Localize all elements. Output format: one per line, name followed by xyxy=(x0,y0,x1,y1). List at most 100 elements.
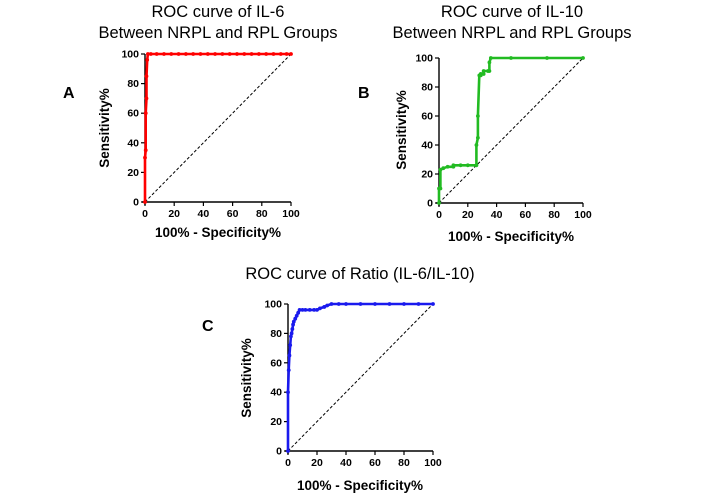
chart-c-point-14 xyxy=(300,307,305,312)
chart-c-point-10 xyxy=(293,316,298,321)
chart-c-point-18 xyxy=(315,307,319,312)
chart-a-x-tick-label-0: 0 xyxy=(142,208,148,220)
chart-a-point-9 xyxy=(154,52,159,56)
chart-b-y-tick-label-0: 0 xyxy=(427,198,433,210)
chart-a-title-line-2: Between NRPL and RPL Groups xyxy=(98,24,337,42)
chart-c-point-9 xyxy=(291,319,296,324)
chart-c-x-tick-label-1: 20 xyxy=(311,457,323,469)
chart-b-title-line-2: Between NRPL and RPL Groups xyxy=(392,24,631,42)
chart-c-x-tick-label-3: 60 xyxy=(369,457,381,469)
chart-c-point-7 xyxy=(290,327,295,331)
chart-b-x-tick-label-2: 40 xyxy=(491,209,503,221)
chart-a-y-tick-label-5: 100 xyxy=(121,49,139,61)
chart-b-y-tick-label-5: 100 xyxy=(415,53,433,65)
chart-b-y-tick-label-4: 80 xyxy=(421,82,433,94)
chart-a-point-22 xyxy=(249,52,254,56)
chart-b-x-axis-label: 100% - Specificity% xyxy=(448,229,574,244)
chart-b-x-tick-label-0: 0 xyxy=(436,209,442,221)
chart-c-point-30 xyxy=(431,302,435,306)
chart-c-point-0 xyxy=(286,449,290,453)
chart-b-point-4 xyxy=(441,166,446,171)
chart-a-point-20 xyxy=(235,52,239,56)
chart-c-x-tick-label-0: 0 xyxy=(285,457,291,469)
chart-a-point-4 xyxy=(144,96,149,101)
chart-c-point-21 xyxy=(325,303,330,308)
chart-a-point-17 xyxy=(213,52,217,56)
chart-c-point-1 xyxy=(286,390,290,395)
chart-c-y-tick-label-4: 80 xyxy=(270,328,282,340)
chart-c-y-axis-label: Sensitivity% xyxy=(239,338,254,418)
chart-b-y-tick-label-2: 40 xyxy=(421,140,433,152)
chart-c-title: ROC curve of Ratio (IL-6/IL-10) xyxy=(245,265,474,283)
chart-b-point-3 xyxy=(438,167,443,172)
chart-a-panel-label: A xyxy=(63,85,75,102)
chart-b-title-line-1: ROC curve of IL-10 xyxy=(441,3,583,21)
chart-c-y-tick-label-3: 60 xyxy=(270,357,282,369)
chart-a-point-16 xyxy=(205,52,210,56)
chart-c-point-22 xyxy=(329,302,334,306)
chart-b-x-tick-label-4: 80 xyxy=(548,209,560,221)
chart-c-x-tick-label-4: 80 xyxy=(398,457,410,469)
chart-b: ROC curve of IL-10 Between NRPL and RPL … xyxy=(358,3,632,244)
chart-a-point-5 xyxy=(144,74,149,79)
chart-a-point-13 xyxy=(183,52,188,56)
chart-b-point-23 xyxy=(509,56,513,60)
chart-c-point-16 xyxy=(307,307,312,312)
chart-c: ROC curve of Ratio (IL-6/IL-10) C 100% -… xyxy=(202,265,475,493)
chart-b-point-21 xyxy=(487,60,492,65)
chart-c-point-12 xyxy=(296,310,301,315)
chart-b-point-24 xyxy=(545,56,549,60)
chart-c-x-axis-label: 100% - Specificity% xyxy=(297,478,423,493)
chart-a-x-tick-label-1: 20 xyxy=(168,208,180,220)
chart-c-point-26 xyxy=(373,302,377,306)
chart-b-point-12 xyxy=(475,135,480,140)
chart-a-point-27 xyxy=(284,52,289,56)
chart-a-point-21 xyxy=(242,52,247,56)
chart-c-point-3 xyxy=(287,353,292,358)
chart-c-panel-label: C xyxy=(202,318,214,335)
chart-a-point-0 xyxy=(143,200,147,204)
chart-a-x-tick-label-3: 60 xyxy=(227,208,239,220)
chart-c-point-5 xyxy=(289,334,293,339)
chart-b-point-17 xyxy=(481,72,486,76)
chart-c-point-19 xyxy=(318,306,322,311)
chart-b-x-tick-label-5: 100 xyxy=(574,209,592,221)
chart-a-point-19 xyxy=(227,52,232,56)
chart-a-x-tick-label-2: 40 xyxy=(198,208,210,220)
chart-c-x-tick-label-2: 40 xyxy=(340,457,352,469)
chart-b-point-13 xyxy=(475,114,480,118)
chart-a-point-12 xyxy=(176,52,181,56)
chart-a-point-1 xyxy=(143,155,147,160)
chart-b-plot-area: 0 20 40 60 80 100 0 20 40 60 80 100 xyxy=(415,53,591,222)
chart-b-point-5 xyxy=(445,164,450,169)
chart-b-point-9 xyxy=(465,163,470,168)
chart-b-point-18 xyxy=(481,69,486,73)
chart-a-reference-diagonal xyxy=(144,53,292,203)
chart-c-point-11 xyxy=(294,313,299,318)
chart-c-point-15 xyxy=(303,307,308,312)
chart-a-point-6 xyxy=(145,58,150,62)
chart-b-panel-label: B xyxy=(358,85,370,102)
chart-a-point-3 xyxy=(143,111,148,116)
chart-b-y-tick-label-3: 60 xyxy=(421,111,433,123)
chart-b-point-20 xyxy=(487,69,492,73)
chart-b-point-22 xyxy=(488,56,493,60)
chart-a: ROC curve of IL-6 Between NRPL and RPL G… xyxy=(63,3,338,240)
chart-c-plot-area: 0 20 40 60 80 100 0 20 40 60 80 100 xyxy=(264,299,441,470)
chart-c-x-tick-label-5: 100 xyxy=(424,457,442,469)
chart-b-y-tick-label-1: 20 xyxy=(421,169,433,181)
chart-a-point-23 xyxy=(256,52,261,56)
chart-a-title-line-1: ROC curve of IL-6 xyxy=(152,3,285,21)
chart-a-point-26 xyxy=(278,52,283,56)
chart-c-y-tick-label-0: 0 xyxy=(276,446,282,458)
chart-b-point-25 xyxy=(581,56,585,60)
chart-a-point-18 xyxy=(220,52,225,56)
chart-b-point-2 xyxy=(438,186,443,191)
chart-a-x-tick-label-5: 100 xyxy=(282,208,300,220)
chart-a-y-tick-label-0: 0 xyxy=(133,197,139,209)
chart-b-point-8 xyxy=(458,163,463,168)
chart-a-point-10 xyxy=(162,52,166,56)
chart-a-y-tick-label-4: 80 xyxy=(127,78,139,90)
chart-b-point-10 xyxy=(474,163,479,168)
